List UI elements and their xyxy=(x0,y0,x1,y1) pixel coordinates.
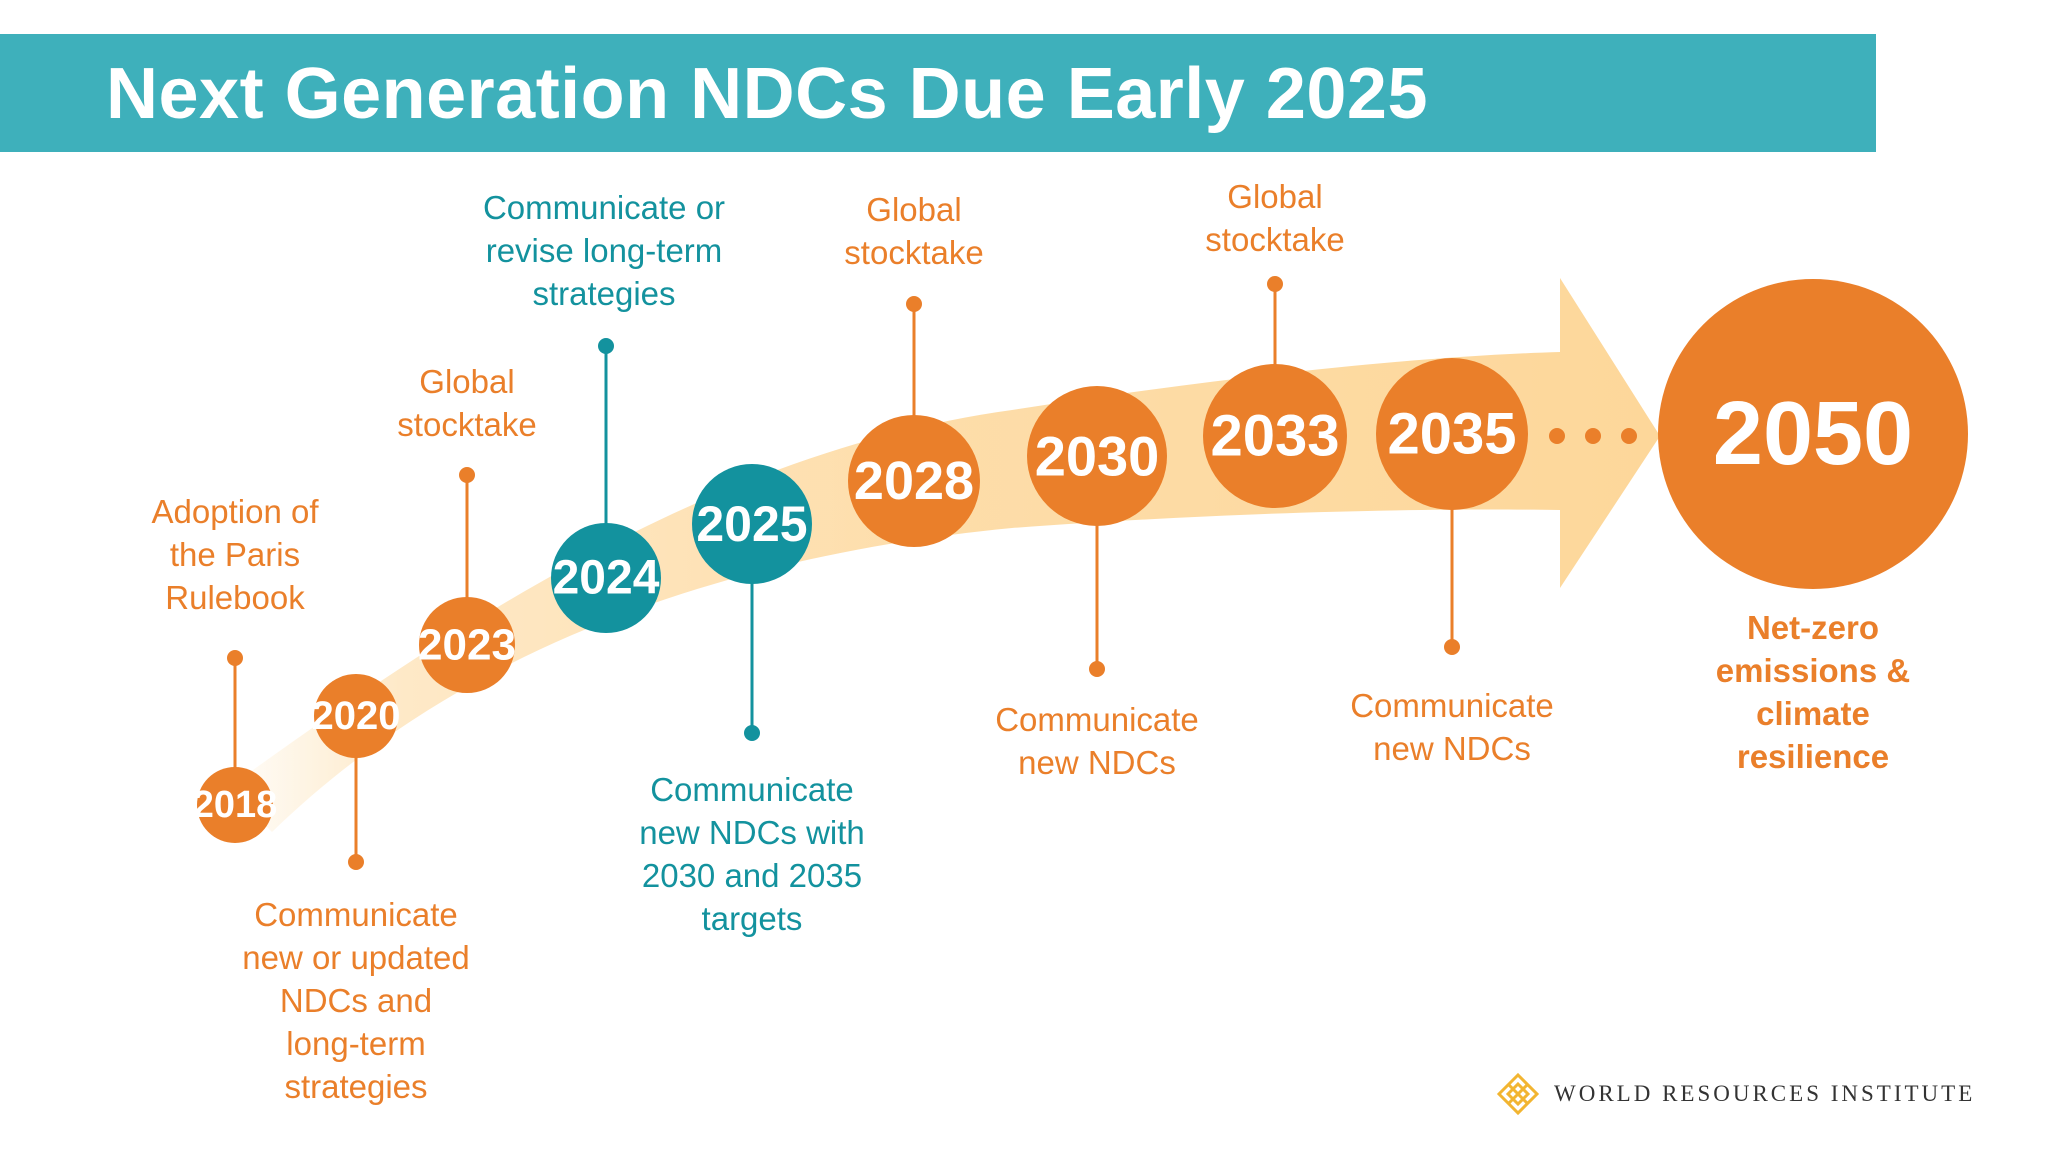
year-circle-2025 xyxy=(692,464,812,584)
year-label-2024: 2024 xyxy=(553,552,660,605)
year-label-2018: 2018 xyxy=(193,784,278,826)
milestone-caption-2025: Communicate new NDCs with 2030 and 2035 … xyxy=(639,771,865,937)
wri-logo: WORLD RESOURCES INSTITUTE xyxy=(1496,1072,1975,1116)
milestone-caption-2020: Communicate new or updated NDCs and long… xyxy=(242,896,470,1105)
connector-dot-2020 xyxy=(348,854,364,870)
milestone-caption-2024: Communicate or revise long-term strategi… xyxy=(482,189,726,312)
milestone-caption-2023: Global stocktake xyxy=(397,363,537,443)
milestone-caption-2033: Global stocktake xyxy=(1205,178,1345,258)
year-label-2023: 2023 xyxy=(418,621,516,670)
connector-dot-2025 xyxy=(744,725,760,741)
connector-dot-2033 xyxy=(1267,276,1283,292)
page-title: Next Generation NDCs Due Early 2025 xyxy=(106,54,1429,134)
year-label-2030: 2030 xyxy=(1035,425,1160,488)
connector-dot-2023 xyxy=(459,467,475,483)
milestone-caption-2050: Net-zero emissions & climate resilience xyxy=(1715,609,1911,775)
milestone-caption-2028: Global stocktake xyxy=(844,191,984,271)
connector-dot-2024 xyxy=(598,338,614,354)
year-circle-2020 xyxy=(314,674,398,758)
milestone-caption-2035: Communicate new NDCs xyxy=(1350,687,1554,767)
milestone-caption-2030: Communicate new NDCs xyxy=(995,701,1199,781)
year-label-2028: 2028 xyxy=(854,451,974,511)
year-circle-2050 xyxy=(1658,279,1968,589)
title-banner: Next Generation NDCs Due Early 2025 xyxy=(0,34,1876,152)
year-circle-2024 xyxy=(551,523,661,633)
year-circle-2030 xyxy=(1027,386,1167,526)
year-circle-2028 xyxy=(848,415,980,547)
connector-dot-2035 xyxy=(1444,639,1460,655)
year-circle-2023 xyxy=(419,597,515,693)
milestone-caption-2018: Adoption of the Paris Rulebook xyxy=(151,493,319,616)
year-label-2020: 2020 xyxy=(312,694,401,738)
year-label-2025: 2025 xyxy=(696,496,807,552)
wri-logo-text: WORLD RESOURCES INSTITUTE xyxy=(1554,1081,1976,1106)
year-circle-2033 xyxy=(1203,364,1347,508)
year-circle-2035 xyxy=(1376,358,1528,510)
wri-lattice-icon xyxy=(1496,1072,1540,1116)
connector-dot-2030 xyxy=(1089,661,1105,677)
year-label-2033: 2033 xyxy=(1210,404,1339,469)
year-label-2035: 2035 xyxy=(1387,402,1516,467)
connector-dot-2018 xyxy=(227,650,243,666)
ellipsis-dots xyxy=(1549,428,1637,444)
connector-dot-2028 xyxy=(906,296,922,312)
year-circle-2018 xyxy=(197,767,273,843)
year-label-2050: 2050 xyxy=(1713,384,1913,484)
